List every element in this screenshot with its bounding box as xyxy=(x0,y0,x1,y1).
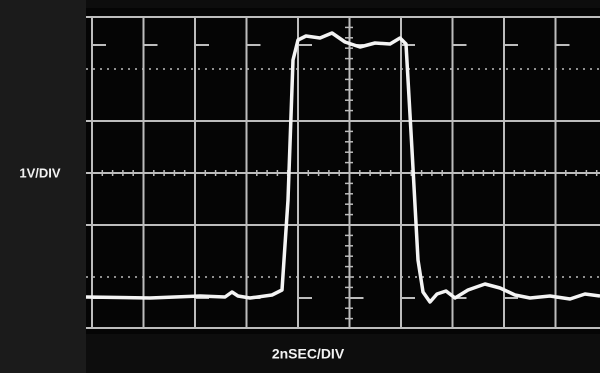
page: {"labels": {"vertical_scale": "1V/DIV", … xyxy=(0,0,600,373)
oscilloscope-screenshot: 1V/DIV 2nSEC/DIV xyxy=(0,0,600,373)
left-margin xyxy=(0,0,86,373)
scope-screen xyxy=(86,8,600,334)
horizontal-scale-label: 2nSEC/DIV xyxy=(272,346,345,362)
vertical-scale-label: 1V/DIV xyxy=(19,165,61,180)
